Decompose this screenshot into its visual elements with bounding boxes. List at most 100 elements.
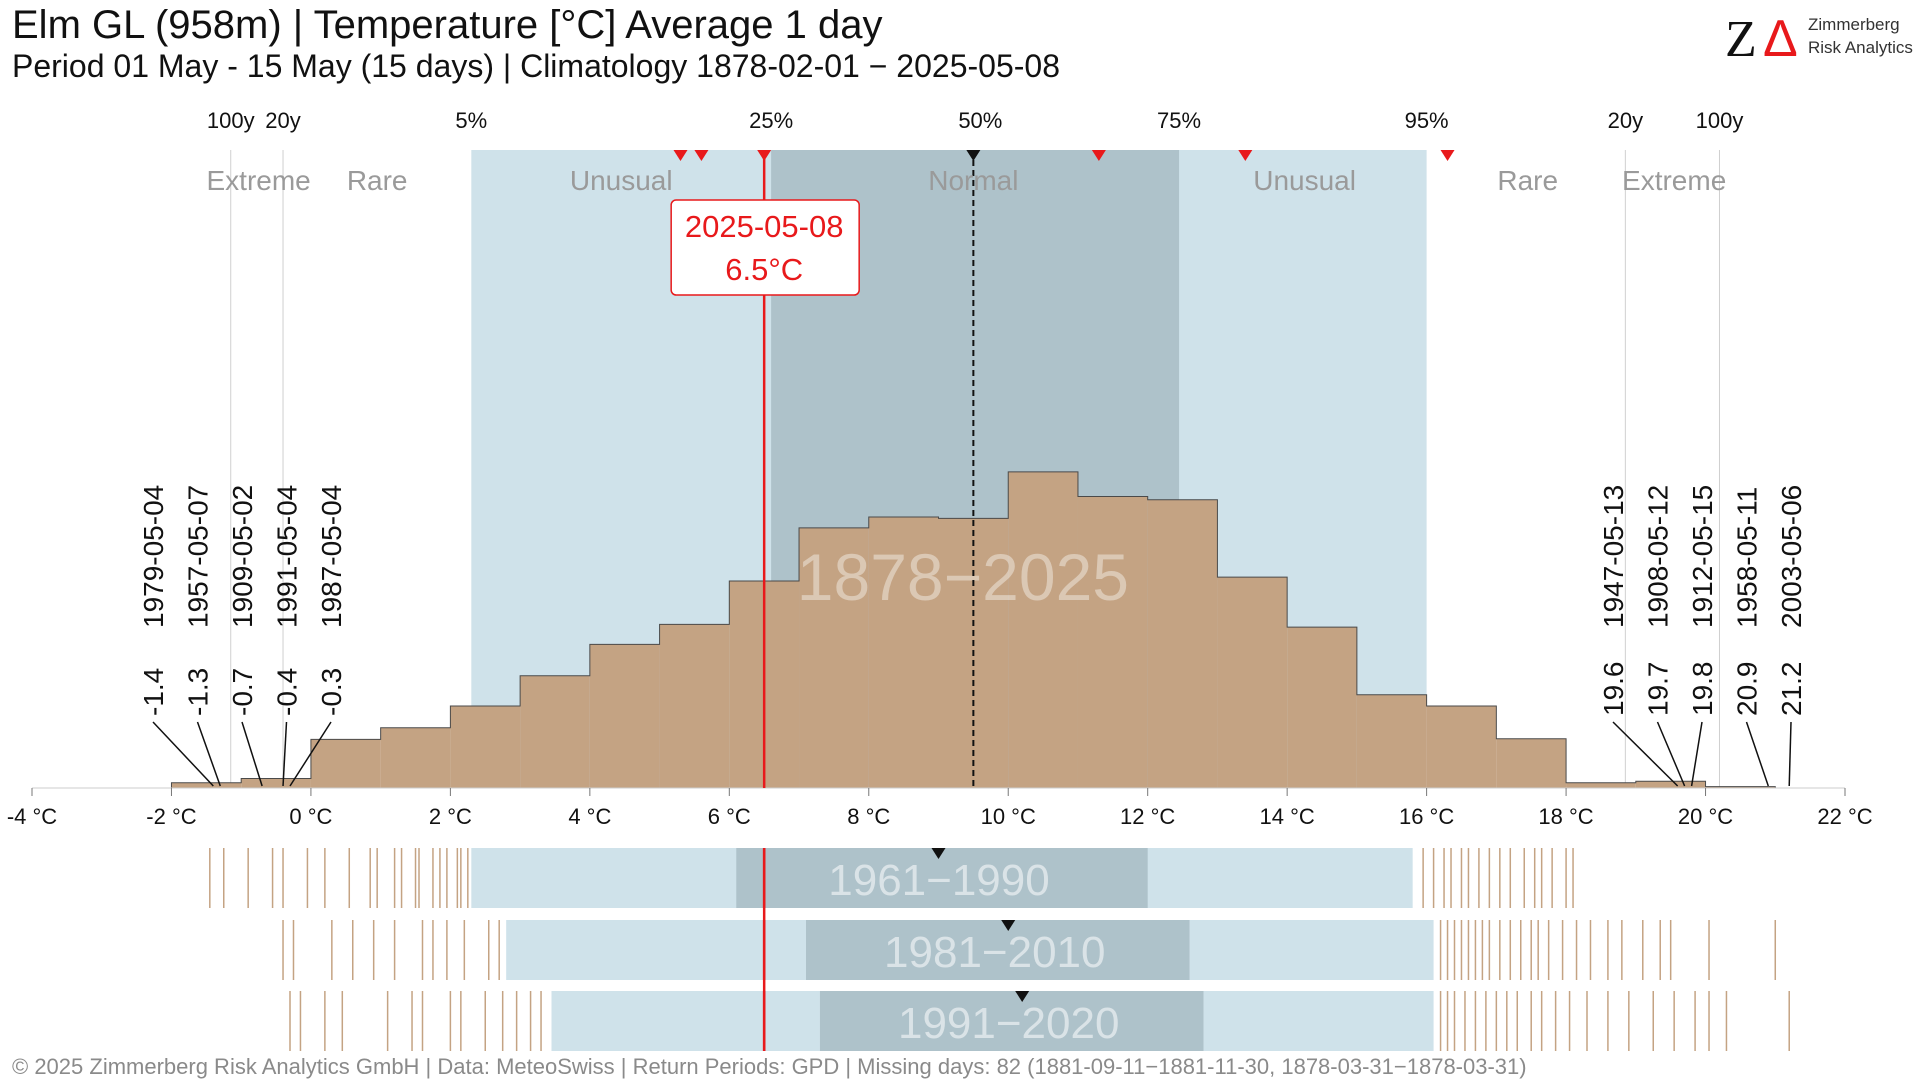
period-strip: 1981−2010 (282, 920, 1777, 980)
histogram-bar (171, 782, 242, 788)
x-tick-label: 20 °C (1678, 804, 1733, 829)
percentile-label: 95% (1405, 108, 1449, 133)
return-period-label: 100y (1696, 108, 1744, 133)
period-normal-band (736, 848, 1148, 908)
extreme-leader-line (1612, 721, 1679, 787)
histogram-bar (1356, 694, 1427, 788)
recent-value-marker (1440, 150, 1455, 161)
extreme-leader-line (241, 721, 263, 787)
histogram-bar (1077, 496, 1148, 788)
x-tick-label: 8 °C (847, 804, 890, 829)
return-period-label: 20y (265, 108, 300, 133)
logo-delta-mark: Δ (1763, 10, 1798, 68)
extreme-leader-line (289, 721, 332, 787)
histogram-bar (1426, 705, 1497, 788)
extreme-value-label: 20.9 (1732, 662, 1763, 717)
x-tick-label: 0 °C (289, 804, 332, 829)
extreme-leader-line (1745, 721, 1770, 787)
category-label: Rare (1497, 165, 1558, 196)
histogram-bar (868, 516, 939, 788)
x-tick-label: 12 °C (1120, 804, 1175, 829)
histogram-bar (1566, 782, 1636, 788)
histogram-bar (1496, 738, 1567, 788)
extreme-value-label: -1.3 (183, 668, 214, 716)
period-strip: 1991−2020 (289, 991, 1790, 1051)
histogram-bar (1147, 499, 1218, 788)
extreme-date-label: 1908-05-12 (1643, 485, 1674, 628)
percentile-label: 50% (958, 108, 1002, 133)
histogram-bar (659, 624, 730, 788)
x-tick-label: 4 °C (568, 804, 611, 829)
recent-value-marker (1091, 150, 1106, 161)
period-label: 1961−1990 (828, 856, 1049, 905)
histogram-bar (589, 644, 660, 788)
histogram-bar (310, 739, 381, 788)
extreme-value-label: 21.2 (1776, 662, 1807, 717)
period-normal-band (819, 991, 1204, 1051)
x-tick-label: 2 °C (429, 804, 472, 829)
histogram-bar (241, 778, 311, 788)
x-tick-label: 16 °C (1399, 804, 1454, 829)
category-label: Extreme (207, 165, 311, 196)
x-tick-label: 18 °C (1538, 804, 1593, 829)
callout-box (670, 199, 860, 296)
extreme-date-label: 1991-05-04 (272, 485, 303, 628)
logo-z-mark: Z (1725, 11, 1757, 68)
extreme-value-label: -0.3 (316, 668, 347, 716)
extreme-value-label: 19.7 (1643, 662, 1674, 717)
chart-labels: 100y 20y 20y 100y 5% 25% 50% 75% 95% Extreme Rare U… (7, 108, 1873, 829)
extreme-value-label: -0.4 (272, 668, 303, 716)
x-tick-label: 22 °C (1817, 804, 1872, 829)
percentile-label: 5% (455, 108, 487, 133)
period-strips: 1961−1990 1981−2010 1991−2020 (209, 848, 1790, 1051)
extreme-date-label: 1912-05-15 (1687, 485, 1718, 628)
extreme-date-label: 1979-05-04 (138, 485, 169, 628)
extreme-leader-line (282, 721, 288, 787)
x-tick-label: 10 °C (981, 804, 1036, 829)
histogram-bar (1217, 577, 1288, 788)
extreme-value-label: 19.6 (1598, 662, 1629, 717)
extreme-value-label: 19.8 (1687, 662, 1718, 717)
percentile-label: 75% (1157, 108, 1201, 133)
histogram-bar (1705, 786, 1776, 788)
extreme-date-label: 1958-05-11 (1732, 487, 1763, 628)
period-median-marker (1015, 991, 1030, 1002)
extreme-leader-line (1656, 721, 1686, 787)
period-label: 1981−2010 (884, 928, 1105, 977)
extreme-value-label: -0.7 (227, 668, 258, 716)
extreme-leader-line (152, 721, 214, 787)
category-label: Unusual (1253, 165, 1356, 196)
histogram-bar (1008, 471, 1078, 788)
histogram-bar (380, 727, 451, 788)
return-period-label: 20y (1608, 108, 1643, 133)
chart-subtitle: Period 01 May - 15 May (15 days) | Clima… (12, 48, 1060, 84)
histogram-bar (520, 675, 590, 788)
histogram-period-label: 1878−2025 (797, 540, 1129, 614)
extreme-leader-line (1690, 721, 1703, 787)
category-label: Normal (928, 165, 1018, 196)
extreme-date-label: 1987-05-04 (316, 485, 347, 628)
current-date-label: 2025-05-08 (685, 209, 844, 244)
histogram-bar (799, 527, 869, 788)
footer-credits: © 2025 Zimmerberg Risk Analytics GmbH | … (12, 1054, 1527, 1079)
x-tick-label: 14 °C (1260, 804, 1315, 829)
median-marker (966, 150, 981, 161)
period-median-marker (931, 848, 946, 859)
extreme-date-label: 1909-05-02 (227, 485, 258, 628)
extreme-date-label: 2003-05-06 (1776, 485, 1807, 628)
recent-value-marker (694, 150, 709, 161)
histogram-bar (1287, 627, 1357, 788)
histogram-bar (1635, 781, 1706, 788)
period-normal-band (806, 920, 1190, 980)
category-label: Rare (347, 165, 408, 196)
logo-name-line2: Risk Analytics (1808, 38, 1913, 57)
x-tick-label: 6 °C (708, 804, 751, 829)
period-strip: 1961−1990 (209, 848, 1574, 908)
extreme-date-label: 1957-05-07 (183, 485, 214, 628)
recent-value-marker (673, 150, 688, 161)
extreme-value-label: -1.4 (138, 668, 169, 716)
category-label: Unusual (570, 165, 673, 196)
company-logo: Z Δ Zimmerberg Risk Analytics (1725, 10, 1913, 68)
percentile-label: 25% (749, 108, 793, 133)
